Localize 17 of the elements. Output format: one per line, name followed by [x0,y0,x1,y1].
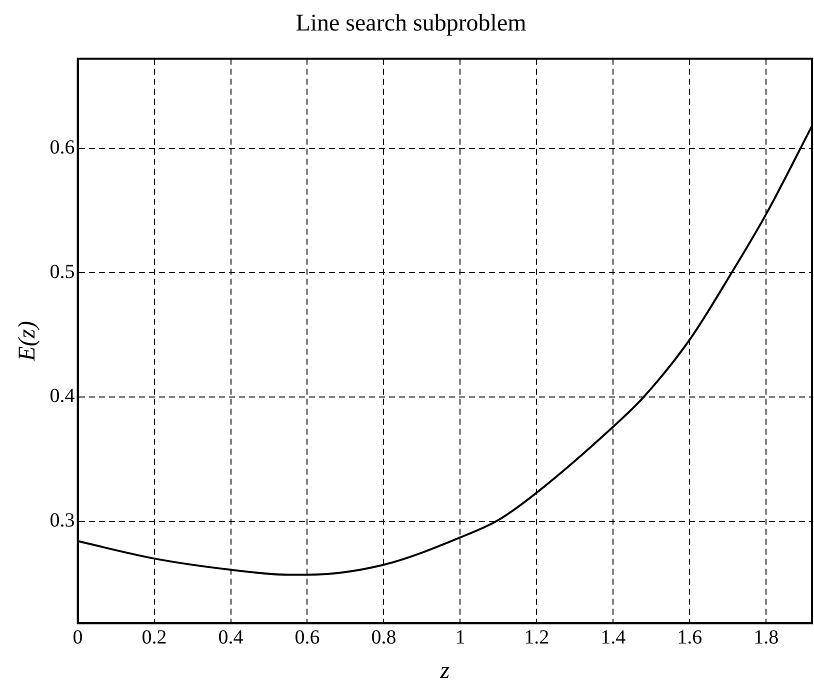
x-tick-label: 1.4 [600,626,626,648]
y-tick-label: 0.6 [50,136,75,159]
x-tick-label: 1.6 [677,626,702,648]
x-tick-label: 1.2 [524,626,550,648]
x-tick-label: 0.2 [142,626,167,648]
y-tick-label: 0.4 [50,385,75,408]
chart-title: Line search subproblem [296,10,527,37]
x-tick-label: 0.4 [218,626,244,648]
x-tick-label: 0.6 [294,626,320,648]
x-axis-title: z [439,658,450,684]
x-tick-label: 1 [455,626,466,648]
y-tick-label: 0.5 [50,260,75,283]
y-tick-label: 0.3 [50,510,75,532]
x-tick-label: 0.8 [371,626,396,648]
y-axis-title: E(z) [14,321,41,362]
x-tick-label: 1.8 [754,626,779,648]
x-tick-label: 0 [72,626,83,648]
